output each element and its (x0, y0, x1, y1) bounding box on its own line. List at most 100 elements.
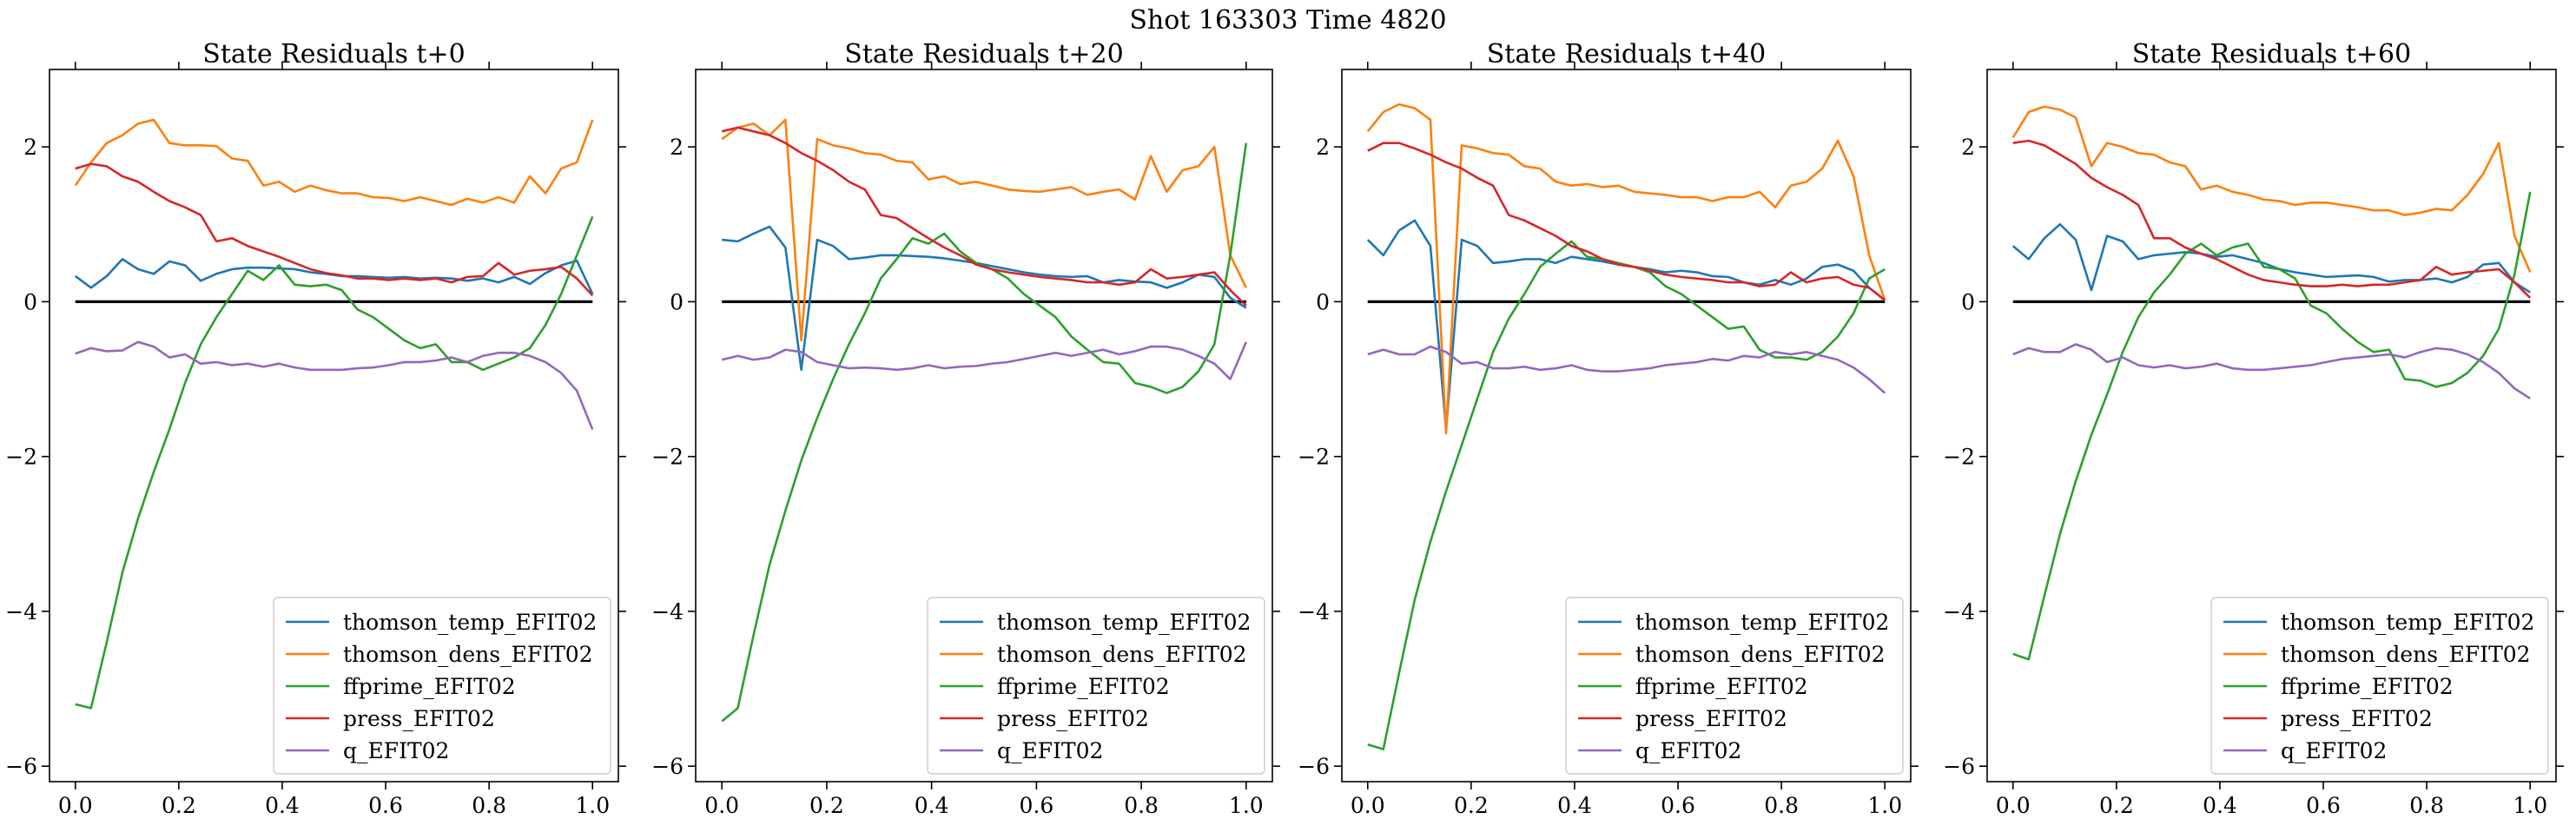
legend-label: thomson_temp_EFIT02 (343, 610, 597, 635)
legend-label: ffprime_EFIT02 (2281, 674, 2454, 699)
y-tick-label: −6 (651, 754, 684, 779)
y-tick-label: −6 (1298, 754, 1330, 779)
series-line-press (721, 126, 1247, 307)
axes-frame (1341, 69, 1912, 783)
legend-label: press_EFIT02 (997, 706, 1149, 731)
x-tick-label: 0.2 (809, 793, 844, 818)
x-tick-label: 0.4 (265, 793, 300, 818)
x-tick-label: 0.0 (1351, 793, 1385, 818)
y-tick-label: 0 (670, 289, 684, 314)
series-line-thomson_dens (74, 118, 594, 207)
y-tick-label: 2 (23, 135, 37, 160)
legend-label: ffprime_EFIT02 (1635, 674, 1808, 699)
y-tick-label: −2 (1298, 445, 1330, 470)
y-tick-label: −6 (5, 754, 37, 779)
legend-label: press_EFIT02 (343, 706, 495, 731)
y-tick-label: 2 (1316, 135, 1330, 160)
axes-frame (1986, 69, 2557, 783)
legend: thomson_temp_EFIT02 thomson_dens_EFIT02ff… (273, 597, 611, 775)
legend-label: thomson_dens_EFIT02 (997, 642, 1247, 667)
y-tick-label: −4 (1298, 599, 1330, 624)
x-tick-label: 0.6 (1661, 793, 1695, 818)
legend-box (273, 597, 611, 775)
y-tick-label: 2 (670, 135, 684, 160)
series-line-thomson_temp (2011, 222, 2531, 294)
legend-label: thomson_dens_EFIT02 (343, 642, 593, 667)
legend: thomson_temp_EFIT02 thomson_dens_EFIT02ff… (1565, 597, 1904, 775)
series-line-press (1367, 142, 1886, 301)
legend-box (2210, 597, 2549, 775)
x-tick-label: 0.8 (1124, 793, 1159, 818)
legend-label: q_EFIT02 (343, 738, 449, 763)
legend-box (927, 597, 1265, 775)
series-line-q (1367, 345, 1886, 394)
y-tick-label: −4 (651, 599, 684, 624)
legend: thomson_temp_EFIT02 thomson_dens_EFIT02ff… (2210, 597, 2549, 775)
x-tick-label: 0.4 (915, 793, 949, 818)
series-line-thomson_dens (2011, 105, 2532, 274)
chart-panel-4: State Residuals t+60 −6 −4 −2 0 2 0.0 0.2 0.4 0.6… (1943, 39, 2564, 818)
panel-title: State Residuals t+60 (2132, 39, 2411, 69)
y-tick-label: −2 (651, 445, 684, 470)
x-tick-label: 0.0 (58, 793, 93, 818)
y-tick-label: 0 (23, 289, 37, 314)
series-line-press (75, 162, 594, 297)
legend-label: q_EFIT02 (2281, 738, 2387, 763)
legend-label: thomson_temp_EFIT02 (2281, 610, 2534, 635)
y-tick-label: −4 (1943, 599, 1975, 624)
chart-panel-3: State Residuals t+40 −6 −4 −2 0 2 0.0 0.2 0.4 0.6… (1298, 39, 1919, 818)
y-tick-label: 0 (1961, 289, 1975, 314)
series-line-press (2012, 139, 2532, 299)
legend-label: q_EFIT02 (997, 738, 1103, 763)
y-tick-label: 2 (1961, 135, 1975, 160)
x-tick-label: 0.6 (2306, 793, 2341, 818)
legend-box (1565, 597, 1904, 775)
axes-frame (49, 69, 619, 783)
series-line-thomson_dens (1366, 102, 1886, 435)
series-line-thomson_temp (722, 225, 1247, 372)
legend-label: press_EFIT02 (1635, 706, 1787, 731)
chart-panel-2: State Residuals t+20 −6 −4 −2 0 2 0.0 0.2 0.4 0.6… (651, 39, 1280, 818)
chart-panel-1: State Residuals t+0 −6 −4 −2 0 2 0.0 0.2 0.4 0.6 0… (5, 39, 626, 818)
x-tick-label: 1.0 (2513, 793, 2547, 818)
x-tick-label: 0.2 (2099, 793, 2134, 818)
series-line-q (721, 341, 1248, 380)
x-tick-label: 0.2 (1454, 793, 1489, 818)
legend-label: ffprime_EFIT02 (343, 674, 516, 699)
y-tick-label: 0 (1316, 289, 1330, 314)
series-line-ffprime (75, 215, 594, 710)
x-tick-label: 0.0 (704, 793, 739, 818)
legend-label: ffprime_EFIT02 (997, 674, 1170, 699)
series-line-q (2012, 343, 2531, 400)
x-tick-label: 0.0 (1996, 793, 2031, 818)
x-tick-label: 0.6 (368, 793, 403, 818)
x-tick-label: 0.2 (162, 793, 196, 818)
x-tick-label: 0.4 (2203, 793, 2237, 818)
legend-label: thomson_temp_EFIT02 (1635, 610, 1889, 635)
subplot-panels: State Residuals t+0 −6 −4 −2 0 2 0.0 0.2 0.4 0.6 0… (5, 39, 2564, 818)
series-line-thomson_dens (721, 118, 1247, 342)
y-tick-label: −2 (1943, 445, 1975, 470)
panel-title: State Residuals t+40 (1487, 39, 1766, 69)
series-line-q (75, 340, 594, 430)
legend-label: thomson_dens_EFIT02 (1635, 642, 1886, 667)
x-tick-label: 0.6 (1019, 793, 1054, 818)
legend-label: thomson_temp_EFIT02 (997, 610, 1251, 635)
y-tick-label: −2 (5, 445, 37, 470)
x-tick-label: 1.0 (1867, 793, 1902, 818)
x-tick-label: 0.8 (1764, 793, 1799, 818)
panel-title: State Residuals t+0 (202, 39, 465, 69)
panel-title: State Residuals t+20 (844, 39, 1123, 69)
x-tick-label: 1.0 (1229, 793, 1264, 818)
legend-label: press_EFIT02 (2281, 706, 2433, 731)
axes-frame (695, 69, 1273, 783)
y-tick-label: −4 (5, 599, 37, 624)
x-tick-label: 0.8 (472, 793, 506, 818)
legend-label: q_EFIT02 (1635, 738, 1741, 763)
x-tick-label: 0.8 (2409, 793, 2444, 818)
x-tick-label: 1.0 (575, 793, 610, 818)
x-tick-label: 0.4 (1557, 793, 1592, 818)
legend: thomson_temp_EFIT02 thomson_dens_EFIT02ff… (927, 597, 1265, 775)
legend-label: thomson_dens_EFIT02 (2281, 642, 2531, 667)
